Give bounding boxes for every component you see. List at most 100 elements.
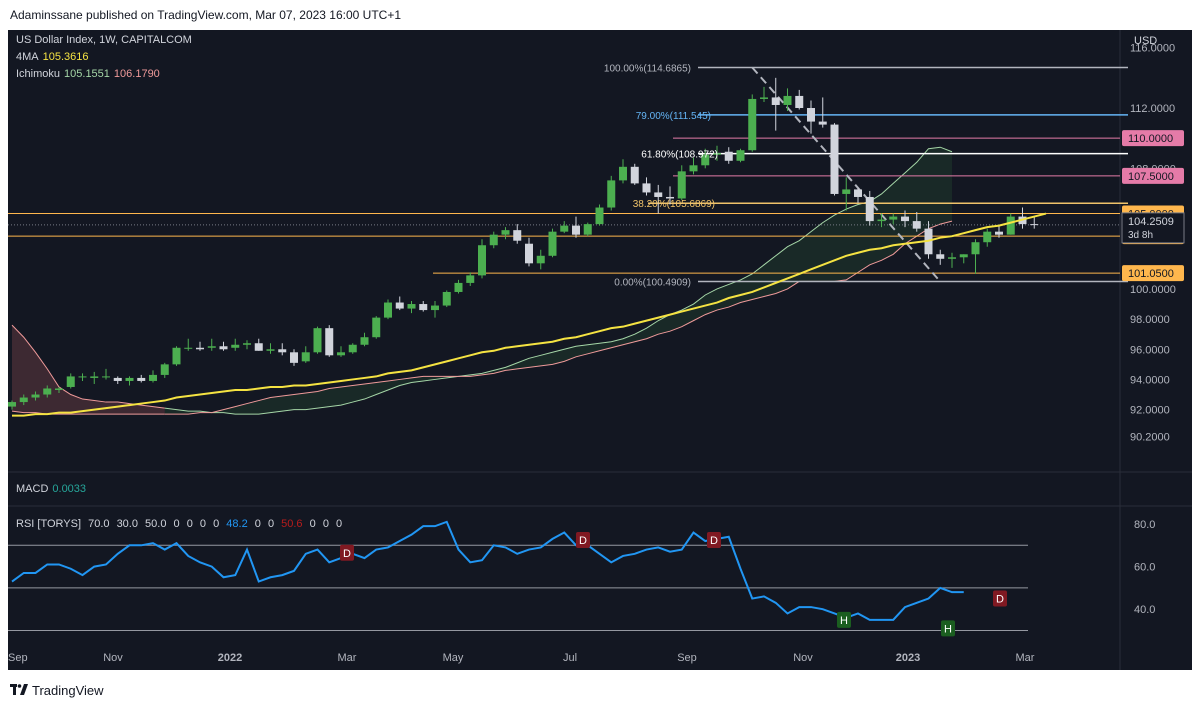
rsi-zero-9: 0 [336, 518, 343, 530]
time-axis: Sep Nov 2022 Mar May Jul Sep Nov 2023 Mar [8, 652, 1035, 664]
candle-body [43, 388, 52, 395]
candle-body [90, 376, 99, 378]
rsi-zero-2: 0 [186, 518, 193, 530]
rsi-zero-3: 0 [199, 518, 207, 530]
candle-body [454, 282, 463, 292]
axis-unit: USD [1134, 35, 1157, 47]
rsi-zero-1: 0 [173, 518, 180, 530]
candle-body [137, 377, 146, 381]
candle-body [431, 305, 439, 311]
candle-body [384, 302, 392, 318]
price-pane: 100.00%(114.6865) 79.00%(111.545) 61.80%(1… [8, 63, 1128, 417]
candle-body [983, 231, 992, 243]
candle-body [572, 225, 580, 235]
price-tick: 96.0000 [1130, 344, 1170, 356]
candle-body [19, 397, 28, 403]
time-tick: Nov [103, 652, 123, 664]
time-tick: May [443, 652, 464, 664]
divergence-d4-bg [993, 590, 1007, 607]
time-tick: Nov [793, 652, 813, 664]
fib-trend-line [751, 66, 942, 283]
rsi-tick: 80.0 [1134, 519, 1155, 531]
candle-body [607, 180, 616, 208]
candle-body [501, 230, 510, 235]
time-tick: 2023 [896, 652, 920, 664]
candle-body [360, 337, 369, 345]
rsi-zero-4: 0 [213, 518, 220, 530]
fib-0-label: 0.00%(100.4909) [614, 278, 691, 289]
chart-area[interactable]: 100.00%(114.6865) 79.00%(111.545) 61.80%(1… [8, 30, 1192, 670]
ichimoku-cloud-bear [12, 325, 165, 415]
candle-body [724, 151, 733, 161]
rsi-line [11, 520, 964, 621]
price-tick: 92.0000 [1130, 405, 1170, 417]
fib-100-label: 100.00%(114.6865) [604, 63, 691, 74]
candle-body [525, 243, 533, 264]
candle-body [290, 352, 298, 363]
rsi-level-30: 30.0 [116, 518, 138, 530]
candle-body [66, 376, 75, 387]
candle-body [877, 219, 886, 222]
candle-body [619, 166, 627, 181]
ma-label: 4MA [16, 51, 39, 63]
candle-body [1006, 216, 1015, 235]
footer: TradingView [0, 674, 1200, 706]
time-tick: 2022 [218, 652, 242, 664]
current-price-label: 104.2509 [1128, 216, 1174, 228]
ma-legend: 4MA 105.3616 [16, 51, 89, 63]
candle-body [630, 166, 639, 184]
candle-body [536, 255, 545, 264]
candle-body [713, 153, 721, 155]
time-tick: Mar [338, 652, 357, 664]
candle-body [160, 364, 169, 375]
label-101-05: 101.0500 [1128, 268, 1174, 280]
candle-body [1030, 224, 1039, 226]
time-tick: Jul [563, 652, 577, 664]
time-tick: Sep [8, 652, 28, 664]
fib-618-label: 61.80%(108.972) [641, 150, 718, 161]
candle-body [901, 216, 909, 222]
candle-body [760, 97, 768, 99]
divergence-d3: D [710, 535, 718, 547]
candle-body [818, 121, 827, 125]
candle-body [395, 302, 404, 309]
candle-body [748, 98, 757, 151]
price-tick: 116.0000 [1130, 43, 1175, 55]
candle-body [313, 328, 322, 353]
candle-body [125, 377, 134, 381]
ichimoku-label: Ichimoku [16, 68, 61, 80]
price-axis: USD116.0000112.0000108.0000100.000098.00… [1121, 35, 1185, 444]
candle-body [196, 347, 204, 350]
divergence-d1-bg [340, 544, 354, 561]
candle-body [807, 108, 815, 122]
candle-body [172, 347, 181, 365]
rsi-tick: 40.0 [1134, 604, 1155, 616]
candle-body [689, 165, 698, 172]
chart-svg[interactable]: 100.00%(114.6865) 79.00%(111.545) 61.80%(1… [8, 30, 1192, 670]
candle-body [783, 95, 792, 105]
divergence-h1: H [840, 615, 848, 627]
fib-79-label: 79.00%(111.545) [636, 111, 711, 122]
candle-body [959, 254, 968, 258]
candle-body [701, 154, 710, 166]
candle-body [948, 257, 956, 259]
divergence-d3-bg [707, 531, 721, 548]
candle-body [31, 394, 40, 398]
candle-body [677, 171, 686, 199]
ichimoku-span-b-early [11, 410, 165, 415]
price-tick: 90.2000 [1130, 432, 1170, 444]
rsi-zero-8: 0 [322, 518, 329, 530]
rsi-pane: 80.0 60.0 40.0 D D D D H H [8, 519, 1155, 637]
candle-body [301, 352, 310, 362]
candle-body [560, 225, 569, 232]
fib-382-label: 38.20%(105.6869) [633, 199, 715, 210]
candle-body [442, 291, 451, 306]
macd-legend: MACD 0.0033 [16, 483, 86, 495]
time-tick: Mar [1016, 652, 1035, 664]
macd-value: 0.0033 [52, 483, 87, 495]
ma-value: 105.3616 [42, 51, 89, 63]
rsi-tick: 60.0 [1134, 562, 1155, 574]
candle-body [912, 221, 921, 229]
tradingview-brand[interactable]: TradingView [32, 683, 104, 698]
label-107-5-bg [1122, 167, 1184, 184]
